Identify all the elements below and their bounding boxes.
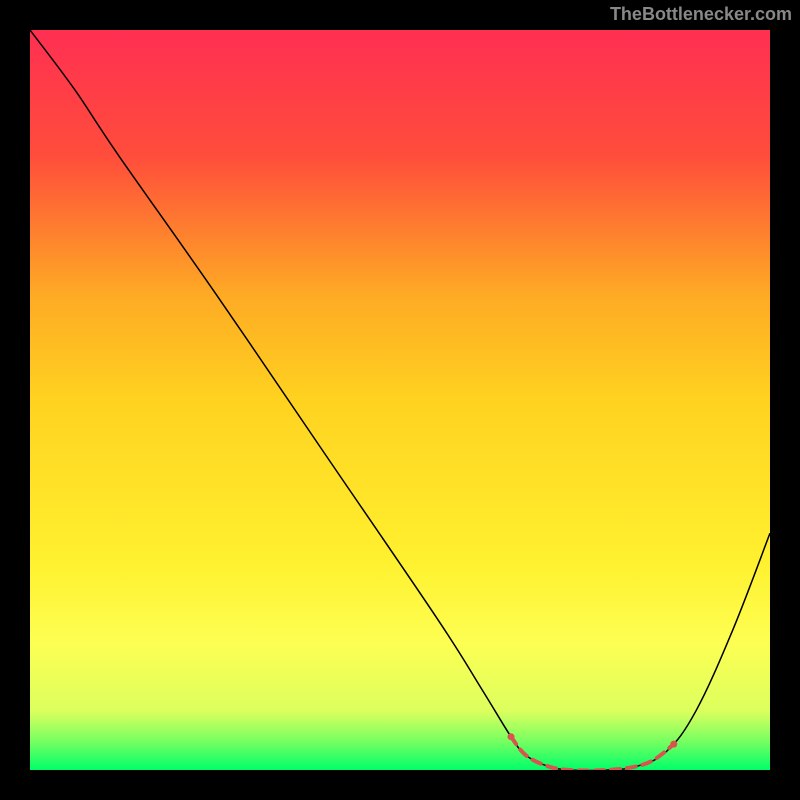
highlight-dot — [670, 741, 677, 748]
main-curve — [30, 30, 770, 770]
chart-plot-area — [30, 30, 770, 770]
highlight-end-dots — [508, 733, 678, 747]
highlight-segment — [511, 737, 674, 770]
highlight-dot — [508, 733, 515, 740]
watermark-text: TheBottlenecker.com — [610, 4, 792, 25]
chart-curves-svg — [30, 30, 770, 770]
